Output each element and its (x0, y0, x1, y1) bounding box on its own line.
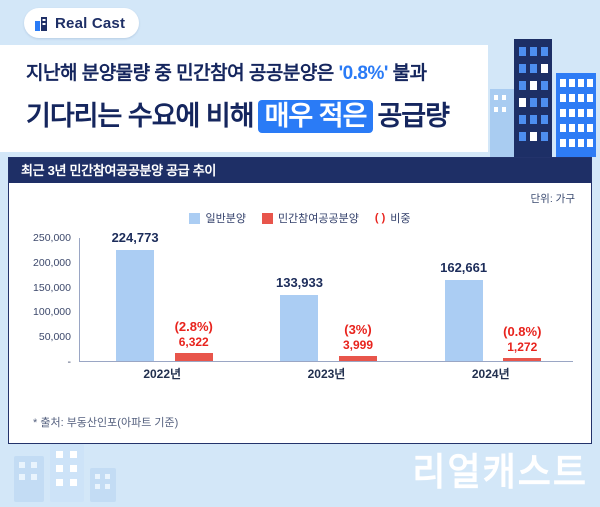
legend-item-public: 민간참여공공분양 (261, 210, 359, 226)
unit-label: 단위: 가구 (530, 193, 575, 205)
bar-group: 224,773 (2.8%) 6,322 2022년 (112, 230, 213, 381)
bar-group: 133,933 (3%) 3,999 2023년 (275, 238, 377, 381)
y-tick-label: 150,000 (33, 281, 71, 294)
headline-line2-post: 공급량 (377, 101, 450, 131)
general-sale-value: 224,773 (111, 230, 159, 245)
deco-buildings (14, 442, 144, 507)
headline-line1-post: 불과 (387, 63, 427, 84)
y-tick-label: 100,000 (33, 306, 71, 319)
headline-line1-highlight: '0.8%' (338, 63, 389, 84)
public-sale-value: 1,272 (507, 340, 538, 354)
headline-line1: 지난해 분양물량 중 민간참여 공공분양은 '0.8%' 불과 (26, 58, 488, 85)
legend-ratio-paren: ( ) (374, 212, 386, 224)
source-footnote: * 출처: 부동산인포(아파트 기준) (33, 417, 179, 429)
buildings-illustration (484, 37, 600, 162)
headline-line2-pre: 기다리는 수요에 비해 (26, 101, 255, 131)
public-sale-value: 3,999 (342, 338, 373, 352)
y-tick-label: 250,000 (33, 232, 71, 244)
ratio-label: (0.8%) (503, 324, 542, 339)
logo-text: Real Cast (55, 14, 126, 32)
y-axis: 250,000 200,000 150,000 100,000 50,000 - (19, 232, 71, 368)
ratio-label: (3%) (344, 322, 372, 337)
y-tick-label: 50,000 (38, 331, 71, 344)
y-tick-label: 200,000 (33, 256, 71, 269)
building-logo-icon (34, 16, 49, 31)
plot-area: 224,773 (2.8%) 6,322 2022년 133,933 (3%) 3,999 2… (79, 230, 573, 381)
realcast-logo: Real Cast (24, 8, 140, 38)
headline-line2-highlight: 매우 적은 (257, 100, 374, 133)
footer-logo: 리얼캐스트 (412, 451, 588, 495)
public-sale-bar (503, 358, 542, 361)
legend-label-public: 민간참여공공분양 (277, 213, 359, 225)
headline-line1-pre: 지난해 분양물량 중 민간참여 공공분양은 (26, 63, 339, 84)
chart-card: 최근 3년 민간참여공공분양 공급 추이 단위: 가구 일반분양 민간참여공공분… (8, 157, 592, 444)
general-sale-value: 133,933 (275, 275, 323, 290)
x-axis-label: 2024년 (471, 367, 510, 381)
x-axis-label: 2023년 (307, 367, 346, 381)
bar-group: 162,661 (0.8%) 1,272 2024년 (440, 238, 542, 381)
headline-line2: 기다리는 수요에 비해 매우 적은 공급량 (26, 94, 488, 133)
general-sale-value: 162,661 (440, 260, 488, 275)
general-sale-bar (280, 295, 319, 361)
public-sale-bar (174, 353, 213, 361)
y-tick-label: - (67, 356, 72, 368)
public-sale-bar (338, 356, 377, 361)
general-sale-bar (116, 250, 155, 361)
chart-title: 최근 3년 민간참여공공분양 공급 추이 (9, 158, 591, 183)
general-sale-bar (444, 280, 483, 361)
legend-item-general: 일반분양 (189, 210, 246, 226)
ratio-label: (2.8%) (174, 319, 213, 334)
legend-swatch-public (261, 212, 273, 224)
x-axis-label: 2022년 (143, 367, 182, 381)
chart-legend: 일반분양 민간참여공공분양 ( ) 비중 (9, 210, 591, 226)
legend-item-ratio: ( ) 비중 (375, 210, 411, 226)
legend-ratio-label: 비중 (390, 213, 411, 225)
legend-swatch-general (189, 212, 201, 224)
public-sale-value: 6,322 (178, 335, 209, 349)
headline-strip: 지난해 분양물량 중 민간참여 공공분양은 '0.8%' 불과 기다리는 수요에… (0, 45, 488, 152)
legend-label-general: 일반분양 (205, 213, 246, 225)
